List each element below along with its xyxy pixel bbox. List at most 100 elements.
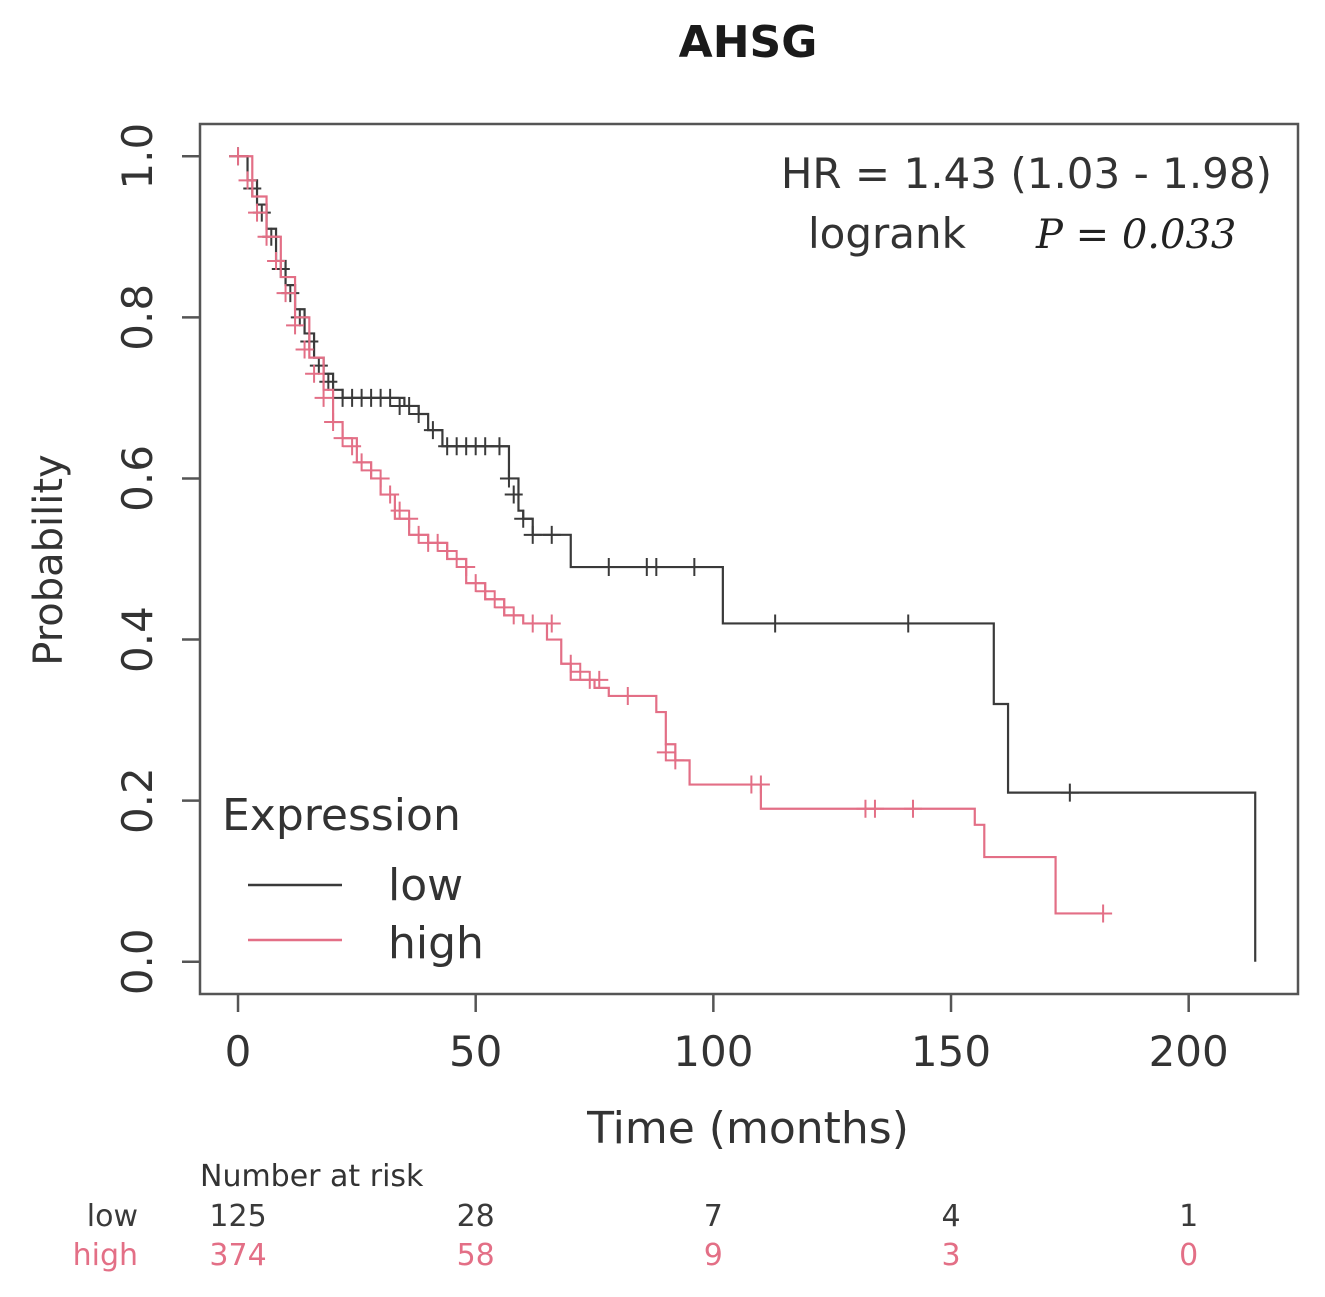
censor-mark-high [751, 775, 770, 794]
censor-mark-high [542, 614, 561, 633]
y-axis-label: Probability [26, 454, 72, 665]
censor-mark-low [647, 558, 666, 577]
censor-mark-high [666, 751, 685, 770]
risk-value-high: 58 [457, 1238, 495, 1273]
chart-title: AHSG [679, 17, 818, 68]
y-tick-label: 0.2 [113, 767, 162, 834]
censor-mark-high [504, 606, 523, 625]
censor-mark-low [490, 437, 509, 456]
series-layer [229, 147, 1257, 962]
legend: Expression low high [222, 790, 484, 969]
x-tick-label: 200 [1149, 1027, 1229, 1076]
x-tick-label: 0 [225, 1027, 252, 1076]
censor-mark-low [542, 525, 561, 544]
censor-mark-low [504, 485, 523, 504]
censor-mark-high [381, 485, 400, 504]
censor-mark-high [267, 251, 286, 270]
censor-mark-high [257, 227, 276, 246]
censor-mark-low [514, 509, 533, 528]
censor-mark-high [314, 388, 333, 407]
censor-mark-high [305, 364, 324, 383]
risk-value-low: 28 [457, 1199, 495, 1234]
censor-mark-high [466, 574, 485, 593]
legend-label-high: high [388, 918, 484, 969]
censor-mark-low [499, 469, 518, 488]
censor-mark-high [333, 429, 352, 448]
censor-mark-low [899, 614, 918, 633]
censor-mark-high [238, 171, 257, 190]
risk-value-high: 3 [941, 1238, 960, 1273]
censor-marks-high [229, 147, 1113, 923]
censor-mark-high [276, 284, 295, 303]
censor-mark-high [618, 686, 637, 705]
y-axis: 0.0 0.2 0.4 0.6 0.8 1.0 [113, 123, 200, 995]
censor-mark-low [309, 356, 328, 375]
censor-mark-high [865, 799, 884, 818]
censor-mark-high [343, 437, 362, 456]
censor-mark-low [523, 525, 542, 544]
y-tick-label: 1.0 [113, 123, 162, 190]
censor-mark-high [362, 461, 381, 480]
censor-mark-low [400, 396, 419, 415]
y-tick-label: 0.4 [113, 606, 162, 673]
legend-label-low: low [388, 860, 463, 911]
censor-mark-low [381, 388, 400, 407]
p-value-text: P = 0.033 [1035, 212, 1236, 258]
legend-title: Expression [222, 790, 461, 841]
censor-mark-high [590, 670, 609, 689]
logrank-label: logrank [808, 209, 967, 258]
censor-mark-high [1094, 904, 1113, 923]
censor-mark-low [1060, 783, 1079, 802]
censor-mark-high [409, 525, 428, 544]
censor-mark-low [409, 405, 428, 423]
censor-mark-low [319, 372, 338, 391]
censor-mark-high [286, 316, 305, 335]
x-axis-label: Time (months) [586, 1103, 909, 1154]
risk-value-high: 374 [209, 1238, 266, 1273]
x-axis: 0 50 100 150 200 [225, 994, 1229, 1076]
y-tick-label: 0.6 [113, 445, 162, 512]
censor-mark-high [485, 590, 504, 609]
censor-mark-high [476, 582, 495, 601]
x-tick-label: 150 [911, 1027, 991, 1076]
censor-mark-high [903, 799, 922, 818]
plot-frame [198, 122, 1300, 996]
x-tick-label: 100 [673, 1027, 753, 1076]
x-tick-label: 50 [449, 1027, 502, 1076]
risk-value-low: 1 [1179, 1199, 1198, 1234]
censor-mark-high [571, 662, 590, 681]
risk-table-title: Number at risk [200, 1159, 424, 1194]
risk-row-label-low: low [87, 1199, 138, 1234]
censor-mark-low [423, 421, 442, 440]
hazard-ratio-text: HR = 1.43 (1.03 - 1.98) [781, 149, 1272, 198]
censor-mark-high [438, 541, 457, 560]
risk-value-low: 125 [209, 1199, 266, 1234]
risk-row-label-high: high [73, 1238, 138, 1273]
y-tick-label: 0.8 [113, 284, 162, 351]
censor-mark-low [766, 614, 785, 633]
risk-value-high: 9 [704, 1238, 723, 1273]
censor-mark-high [229, 147, 248, 166]
risk-value-low: 7 [704, 1199, 723, 1234]
risk-table: Number at risk low high 125 28 7 4 1 374 58 9 3 0 [73, 1159, 1199, 1273]
censor-mark-high [371, 469, 390, 488]
risk-value-low: 4 [941, 1199, 960, 1234]
censor-mark-high [523, 614, 542, 633]
censor-mark-high [656, 743, 675, 762]
risk-value-high: 0 [1179, 1238, 1198, 1273]
y-tick-label: 0.0 [113, 928, 162, 995]
censor-mark-high [400, 509, 419, 528]
censor-mark-high [457, 558, 476, 577]
censor-mark-high [352, 453, 371, 472]
censor-mark-high [561, 654, 580, 673]
risk-values: 125 28 7 4 1 374 58 9 3 0 [209, 1199, 1198, 1273]
censor-mark-high [248, 203, 267, 222]
censor-mark-high [295, 340, 314, 359]
censor-mark-high [324, 413, 343, 432]
censor-mark-low [685, 558, 704, 577]
censor-mark-low [599, 558, 618, 577]
censor-mark-high [495, 598, 514, 617]
censor-mark-high [447, 550, 466, 568]
censor-mark-high [390, 501, 409, 520]
